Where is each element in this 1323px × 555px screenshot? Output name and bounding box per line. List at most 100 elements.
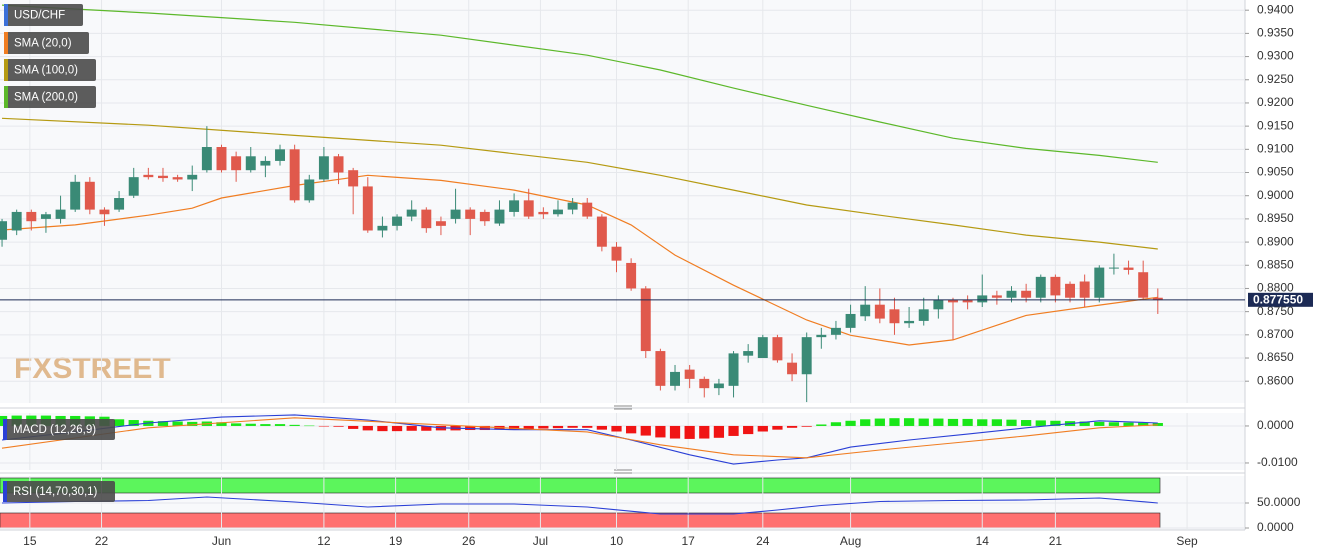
y-tick-label: 0.9050 — [1257, 165, 1294, 179]
legend-box — [4, 4, 83, 26]
legend-item[interactable]: USD/CHF — [4, 4, 83, 26]
y-tick-label: 0.9300 — [1257, 49, 1294, 63]
x-tick-label: 21 — [1049, 534, 1063, 548]
candle-body — [684, 369, 695, 379]
candle-body — [187, 174, 198, 180]
candle-body — [699, 378, 710, 389]
x-tick-label: 24 — [756, 534, 770, 548]
legend-label: RSI (14,70,30,1) — [13, 486, 98, 498]
histogram-bar — [874, 418, 885, 426]
histogram-bar — [157, 421, 169, 426]
histogram-bar — [728, 425, 739, 436]
histogram-bar — [523, 425, 534, 430]
candle-body — [245, 156, 256, 171]
rsi-zone — [0, 512, 1161, 529]
histogram-bar — [231, 423, 242, 426]
candle-body — [1035, 276, 1046, 298]
legend-item[interactable]: RSI (14,70,30,1) — [3, 481, 115, 502]
candle-body — [991, 295, 1002, 298]
legend-label: USD/CHF — [14, 10, 65, 22]
legend-item[interactable]: SMA (100,0) — [4, 59, 96, 81]
candle-body — [1006, 290, 1017, 298]
resize-handle[interactable] — [614, 469, 632, 474]
x-tick-label: 22 — [95, 534, 109, 548]
histogram-bar — [1035, 420, 1046, 426]
histogram-bar — [962, 418, 973, 426]
candle-body — [582, 202, 593, 217]
legend-swatch — [4, 86, 8, 108]
candle-body — [1065, 283, 1076, 298]
legend-box — [3, 481, 115, 502]
candle-body — [275, 149, 285, 161]
x-tick-label: 19 — [389, 534, 403, 548]
histogram-bar — [816, 424, 827, 426]
legend-swatch — [4, 32, 8, 54]
indicator-line — [1, 414, 1158, 465]
y-tick-label: 0.8650 — [1257, 350, 1294, 364]
legend-item[interactable]: MACD (12,26,9) — [3, 419, 115, 440]
candle-body — [70, 181, 81, 210]
histogram-bar — [772, 425, 783, 430]
y-tick-label: 0.9350 — [1257, 26, 1294, 40]
x-tick-label: Sep — [1176, 534, 1198, 548]
legend-item[interactable]: SMA (20,0) — [4, 32, 89, 54]
candle-body — [216, 147, 227, 171]
histogram-bar — [684, 425, 695, 439]
candle-body — [450, 209, 461, 219]
histogram-bar — [626, 425, 637, 434]
histogram-bar — [1152, 422, 1163, 426]
legend-box — [3, 419, 115, 440]
candle-body — [611, 246, 622, 261]
candle-body — [1094, 267, 1105, 298]
y-tick-label: 0.0000 — [1257, 520, 1294, 534]
candle-body — [948, 300, 958, 303]
histogram-bar — [391, 425, 403, 432]
x-tick-label: 17 — [682, 534, 696, 548]
candle-body — [304, 179, 315, 201]
candle-body — [713, 383, 724, 389]
candle-body — [479, 211, 490, 222]
histogram-bar — [348, 425, 359, 429]
histogram-bar — [260, 424, 271, 426]
candle-body — [40, 214, 51, 219]
candle-body — [845, 313, 856, 328]
candle-body — [1123, 267, 1134, 270]
candle-body — [874, 304, 885, 319]
y-tick-label: 0.8750 — [1257, 304, 1294, 318]
candle-body — [640, 288, 651, 352]
histogram-bar — [786, 425, 798, 428]
legend-swatch — [3, 481, 7, 502]
histogram-bar — [655, 425, 666, 438]
histogram-bar — [1094, 421, 1105, 426]
candle-body — [231, 156, 242, 171]
histogram-bar — [743, 425, 754, 435]
candle-body — [435, 221, 446, 226]
y-tick-label: 0.9200 — [1257, 95, 1294, 109]
candle-body — [11, 211, 22, 231]
candle-body — [567, 202, 578, 210]
grid-layer — [0, 0, 1249, 530]
histogram-bar — [1050, 420, 1061, 426]
candle-body — [670, 371, 680, 386]
candle-body — [201, 147, 212, 171]
legend-label: MACD (12,26,9) — [13, 424, 96, 436]
candle-body — [99, 209, 110, 215]
legend-label: SMA (100,0) — [14, 65, 78, 77]
candle-body — [509, 200, 520, 212]
legend-item[interactable]: SMA (200,0) — [4, 86, 96, 108]
candle-body — [728, 353, 739, 386]
candle-body — [392, 216, 403, 226]
candle-body — [465, 209, 476, 219]
indicator-line — [1, 4, 1158, 163]
candle-body — [1152, 297, 1163, 300]
candle-body — [553, 209, 563, 215]
legend-swatch — [4, 59, 8, 81]
candle-body — [1079, 281, 1090, 298]
y-tick-label: 0.9150 — [1257, 118, 1294, 132]
legend-box — [4, 32, 89, 54]
histogram-bar — [903, 418, 915, 426]
resize-handle[interactable] — [614, 405, 632, 410]
y-tick-label: 0.9250 — [1257, 72, 1294, 86]
histogram-bar — [699, 425, 710, 439]
y-tick-label: 0.8700 — [1257, 327, 1294, 341]
